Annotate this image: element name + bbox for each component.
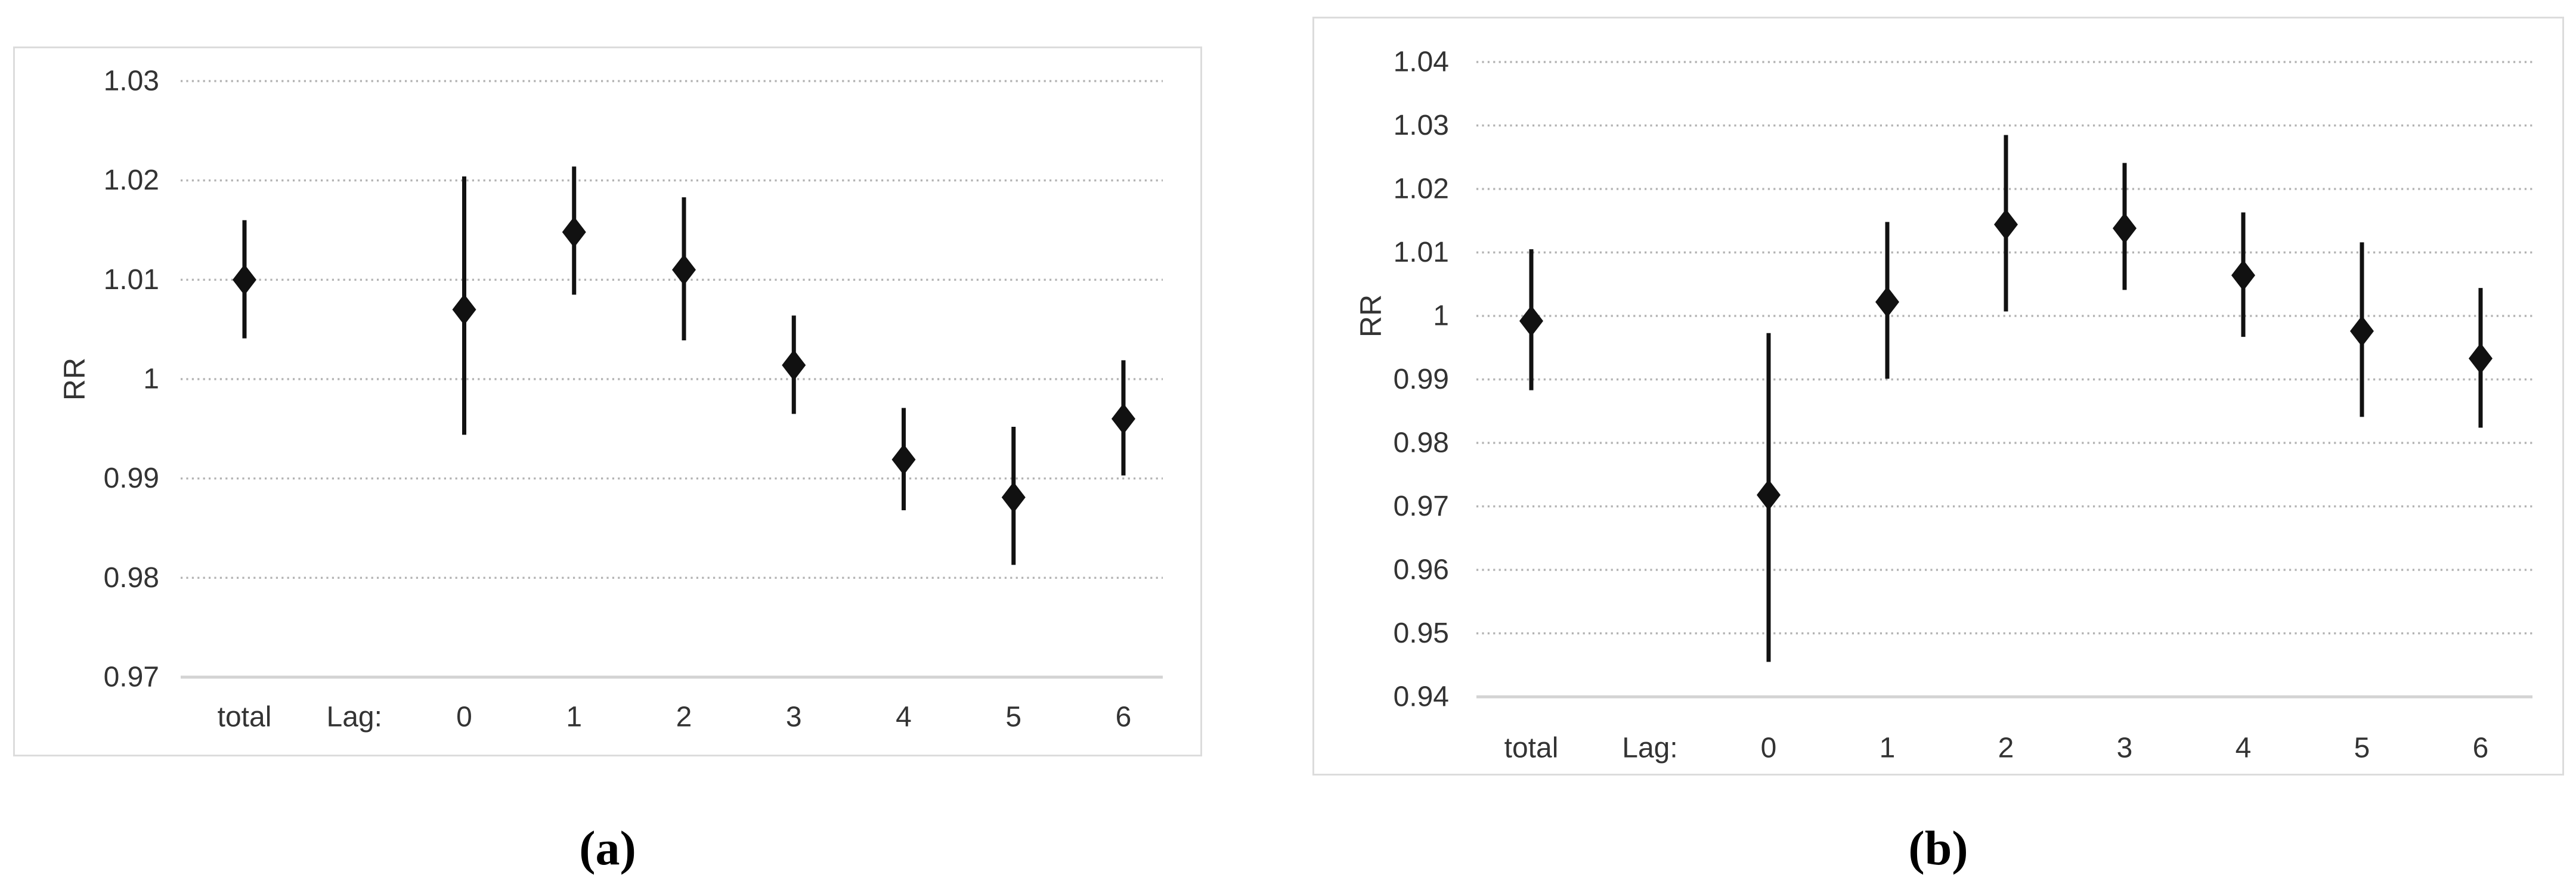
rr-point-marker <box>1757 479 1781 511</box>
rr-point-marker <box>891 444 916 475</box>
y-tick-label: 1.01 <box>104 264 159 296</box>
y-tick-label: 0.96 <box>1394 554 1449 586</box>
y-axis-title: RR <box>1354 294 1388 337</box>
rr-point-marker <box>1001 482 1026 513</box>
x-tick-label: 4 <box>2236 733 2252 764</box>
x-tick-label: 3 <box>2117 733 2133 764</box>
x-tick-label: total <box>218 702 272 733</box>
y-tick-label: 1.03 <box>1394 110 1449 141</box>
rr-point-marker <box>672 254 696 286</box>
chart-a-panel: 1.03 1.02 1.01 1 0.99 0.98 0.97 RR total Lag: 0 1 2 3… <box>13 46 1202 756</box>
rr-point-marker <box>1519 305 1543 337</box>
y-tick-label: 1 <box>143 364 159 395</box>
x-tick-label: 6 <box>2473 733 2489 764</box>
chart-b-plot: 1.04 1.03 1.02 1.01 1 0.99 0.98 0.97 0.96 0.95 0.9… <box>1354 46 2532 764</box>
y-tick-label: 1.01 <box>1394 237 1449 268</box>
rr-point-marker <box>782 349 806 381</box>
rr-point-marker <box>1111 403 1135 435</box>
y-tick-label: 1.02 <box>1394 173 1449 205</box>
rr-point-marker <box>452 294 476 325</box>
y-tick-label: 0.97 <box>1394 491 1449 522</box>
x-tick-label: 2 <box>676 702 692 733</box>
x-tick-label: 4 <box>896 702 912 733</box>
caption-a: (a) <box>579 821 636 875</box>
y-tick-label: 0.94 <box>1394 681 1449 713</box>
x-tick-label: 1 <box>566 702 582 733</box>
x-tick-label: 3 <box>786 702 802 733</box>
y-tick-label: 0.98 <box>104 562 159 594</box>
x-tick-label: 0 <box>456 702 472 733</box>
x-tick-label: Lag: <box>1622 733 1677 764</box>
y-tick-label: 0.99 <box>104 463 159 494</box>
x-tick-label: 1 <box>1880 733 1896 764</box>
rr-point-marker <box>233 264 256 296</box>
rr-point-marker <box>2350 315 2374 347</box>
x-tick-label: 6 <box>1116 702 1132 733</box>
x-tick-label: 2 <box>1998 733 2014 764</box>
x-tick-label: Lag: <box>327 702 382 733</box>
y-tick-label: 1 <box>1433 300 1449 332</box>
rr-point-marker <box>2113 213 2137 244</box>
chart-b-panel: 1.04 1.03 1.02 1.01 1 0.99 0.98 0.97 0.96 0.95 0.9… <box>1312 17 2564 776</box>
rr-point-marker <box>2231 259 2255 291</box>
y-tick-label: 0.98 <box>1394 427 1449 459</box>
y-axis-title: RR <box>58 358 91 401</box>
x-tick-label: 0 <box>1761 733 1777 764</box>
rr-point-marker <box>1994 209 2018 240</box>
rr-point-marker <box>2469 343 2493 374</box>
y-tick-label: 1.03 <box>104 66 159 97</box>
x-tick-label: 5 <box>2354 733 2370 764</box>
y-tick-label: 0.99 <box>1394 364 1449 395</box>
rr-point-marker <box>1875 286 1899 318</box>
chart-a-plot: 1.03 1.02 1.01 1 0.99 0.98 0.97 RR total Lag: 0 1 2 3… <box>58 66 1163 733</box>
y-tick-label: 1.04 <box>1394 46 1449 78</box>
caption-b: (b) <box>1908 821 1968 875</box>
x-tick-label: 5 <box>1005 702 1021 733</box>
x-tick-label: total <box>1504 733 1559 764</box>
y-tick-label: 1.02 <box>104 165 159 196</box>
y-tick-label: 0.95 <box>1394 618 1449 649</box>
rr-point-marker <box>562 216 586 248</box>
y-tick-label: 0.97 <box>104 662 159 693</box>
